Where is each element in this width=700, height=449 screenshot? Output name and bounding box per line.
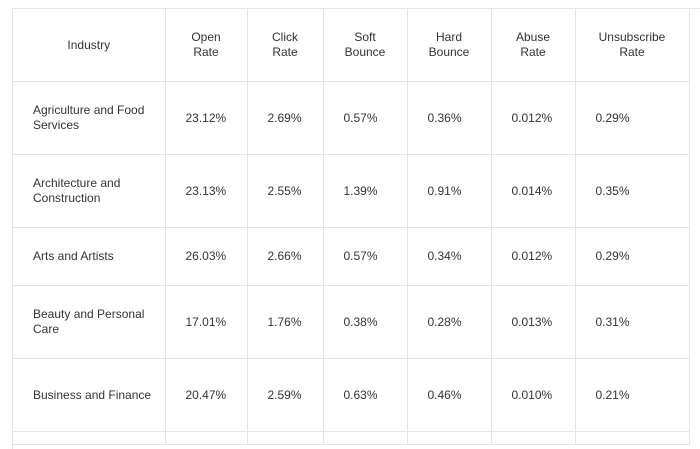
header-open-rate: Open Rate (165, 9, 248, 82)
empty-cell (323, 431, 408, 445)
hard-bounce-cell: 0.36% (407, 81, 492, 155)
table-row: Arts and Artists 26.03% 2.66% 0.57% 0.34… (13, 227, 690, 286)
industry-benchmark-table-frame: Industry Open Rate Click Rate Soft Bounc… (12, 8, 700, 449)
open-rate-cell: 17.01% (165, 285, 248, 359)
click-rate-cell: 2.59% (247, 358, 324, 432)
abuse-rate-cell: 0.010% (491, 358, 576, 432)
unsubscribe-rate-cell: 0.21% (575, 358, 690, 432)
soft-bounce-cell: 1.39% (323, 154, 408, 228)
header-soft-bounce: Soft Bounce (323, 9, 408, 82)
empty-cell (575, 431, 690, 445)
unsubscribe-rate-cell: 0.29% (575, 227, 690, 286)
header-industry-label: Industry (67, 37, 111, 52)
header-hard-bounce-label: Hard Bounce (428, 30, 470, 59)
industry-cell: Arts and Artists (13, 227, 166, 286)
industry-cell: Architecture and Construction (13, 154, 166, 228)
hard-bounce-cell: 0.91% (407, 154, 492, 228)
open-rate-cell: 23.12% (165, 81, 248, 155)
industry-benchmark-table: Industry Open Rate Click Rate Soft Bounc… (13, 9, 690, 445)
header-unsubscribe-rate: Unsubscribe Rate (575, 9, 690, 82)
open-rate-cell: 20.47% (165, 358, 248, 432)
header-abuse-rate-label: Abuse Rate (515, 30, 551, 59)
industry-cell: Business and Finance (13, 358, 166, 432)
industry-cell: Agriculture and Food Services (13, 81, 166, 155)
click-rate-cell: 2.69% (247, 81, 324, 155)
table-row: Agriculture and Food Services 23.12% 2.6… (13, 81, 690, 155)
click-rate-cell: 2.55% (247, 154, 324, 228)
table-row: Architecture and Construction 23.13% 2.5… (13, 154, 690, 228)
table-row: Business and Finance 20.47% 2.59% 0.63% … (13, 358, 690, 432)
table-row-partial (13, 431, 690, 445)
header-industry: Industry (13, 9, 166, 82)
header-unsubscribe-rate-label: Unsubscribe Rate (598, 30, 666, 59)
hard-bounce-cell: 0.34% (407, 227, 492, 286)
hard-bounce-cell: 0.46% (407, 358, 492, 432)
header-hard-bounce: Hard Bounce (407, 9, 492, 82)
empty-cell (165, 431, 248, 445)
click-rate-cell: 1.76% (247, 285, 324, 359)
empty-cell (407, 431, 492, 445)
unsubscribe-rate-cell: 0.35% (575, 154, 690, 228)
table-row: Beauty and Personal Care 17.01% 1.76% 0.… (13, 285, 690, 359)
empty-cell (491, 431, 576, 445)
soft-bounce-cell: 0.63% (323, 358, 408, 432)
header-abuse-rate: Abuse Rate (491, 9, 576, 82)
abuse-rate-cell: 0.013% (491, 285, 576, 359)
abuse-rate-cell: 0.014% (491, 154, 576, 228)
soft-bounce-cell: 0.57% (323, 227, 408, 286)
unsubscribe-rate-cell: 0.31% (575, 285, 690, 359)
unsubscribe-rate-cell: 0.29% (575, 81, 690, 155)
table-header-row: Industry Open Rate Click Rate Soft Bounc… (13, 9, 690, 82)
header-click-rate-label: Click Rate (272, 30, 298, 59)
soft-bounce-cell: 0.57% (323, 81, 408, 155)
empty-cell (13, 431, 166, 445)
industry-cell: Beauty and Personal Care (13, 285, 166, 359)
header-open-rate-label: Open Rate (191, 30, 221, 59)
open-rate-cell: 23.13% (165, 154, 248, 228)
empty-cell (247, 431, 324, 445)
soft-bounce-cell: 0.38% (323, 285, 408, 359)
header-click-rate: Click Rate (247, 9, 324, 82)
hard-bounce-cell: 0.28% (407, 285, 492, 359)
abuse-rate-cell: 0.012% (491, 81, 576, 155)
header-soft-bounce-label: Soft Bounce (344, 30, 386, 59)
click-rate-cell: 2.66% (247, 227, 324, 286)
abuse-rate-cell: 0.012% (491, 227, 576, 286)
open-rate-cell: 26.03% (165, 227, 248, 286)
